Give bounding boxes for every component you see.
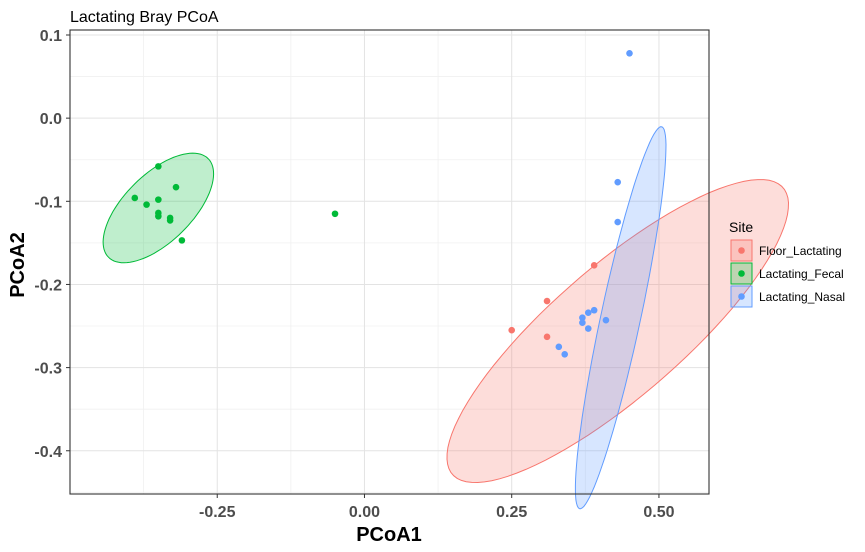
legend-item-lactating-nasal: Lactating_Nasal [730, 285, 845, 308]
y-axis: 0.1 0.0 -0.1 -0.2 -0.3 -0.4 [34, 28, 70, 461]
plot-border [69, 29, 710, 495]
point-lactating-nasal [579, 314, 586, 322]
point-lactating-fecal [143, 201, 150, 208]
y-tick-label: 0.1 [40, 28, 62, 45]
y-tick-label: -0.3 [34, 361, 62, 378]
legend-item-lactating-fecal: Lactating_Fecal [730, 262, 844, 285]
ellipse-lactating-fecal [102, 152, 215, 264]
data-points [131, 49, 633, 358]
legend-item-floor-lactating: Floor_Lactating [730, 239, 842, 262]
point-floor-lactating [543, 297, 551, 305]
point-lactating-nasal [584, 309, 592, 317]
y-tick-label: -0.2 [34, 277, 62, 294]
legend-label: Lactating_Fecal [759, 267, 844, 281]
point-lactating-fecal [155, 212, 162, 220]
point-lactating-nasal [584, 325, 592, 332]
point-floor-lactating [543, 333, 551, 341]
confidence-ellipses [102, 126, 790, 510]
y-tick-label: -0.4 [34, 444, 62, 461]
point-lactating-fecal [155, 196, 162, 203]
point-lactating-nasal [626, 49, 633, 57]
ellipse-floor-lactating [446, 179, 790, 484]
point-lactating-fecal [166, 217, 174, 224]
point-lactating-fecal [172, 183, 180, 191]
x-tick-label: 0.00 [349, 504, 380, 521]
legend-title: Site [729, 219, 753, 235]
chart-title: Lactating Bray PCoA [70, 9, 219, 26]
x-tick-label: 0.25 [496, 504, 527, 521]
plot-background [70, 30, 709, 494]
point-lactating-nasal [590, 306, 598, 314]
point-lactating-nasal [579, 319, 586, 327]
legend-label: Lactating_Nasal [759, 290, 845, 304]
legend-items: Floor_Lactating Lactating_Fecal Lactating_… [730, 239, 845, 308]
point-lactating-nasal [561, 351, 569, 358]
plot-panel [69, 29, 790, 510]
ellipse-lactating-nasal [574, 126, 667, 510]
y-tick-label: 0.0 [40, 111, 62, 128]
legend-label: Floor_Lactating [759, 244, 842, 258]
point-floor-lactating [590, 262, 598, 269]
legend-key-point [738, 270, 745, 277]
x-axis: -0.25 0.00 0.25 0.50 [199, 494, 675, 521]
x-tick-label: 0.50 [643, 504, 674, 521]
x-axis-title: PCoA1 [356, 524, 422, 546]
point-lactating-nasal [555, 343, 563, 351]
point-lactating-fecal [331, 210, 339, 218]
x-tick-label: -0.25 [199, 504, 236, 521]
point-lactating-nasal [614, 178, 622, 186]
point-lactating-nasal [614, 218, 622, 226]
point-lactating-fecal [131, 194, 139, 202]
point-lactating-fecal [178, 237, 186, 244]
point-lactating-nasal [602, 316, 610, 324]
legend: Site Floor_Lactating Lactating_Fecal Lacta… [729, 219, 845, 308]
y-tick-label: -0.1 [34, 194, 62, 211]
legend-key-point [738, 247, 745, 254]
point-floor-lactating [508, 326, 516, 334]
grid-lines [70, 30, 709, 494]
y-axis-title: PCoA2 [7, 232, 29, 298]
legend-key-point [738, 293, 745, 300]
point-lactating-fecal [155, 163, 162, 170]
